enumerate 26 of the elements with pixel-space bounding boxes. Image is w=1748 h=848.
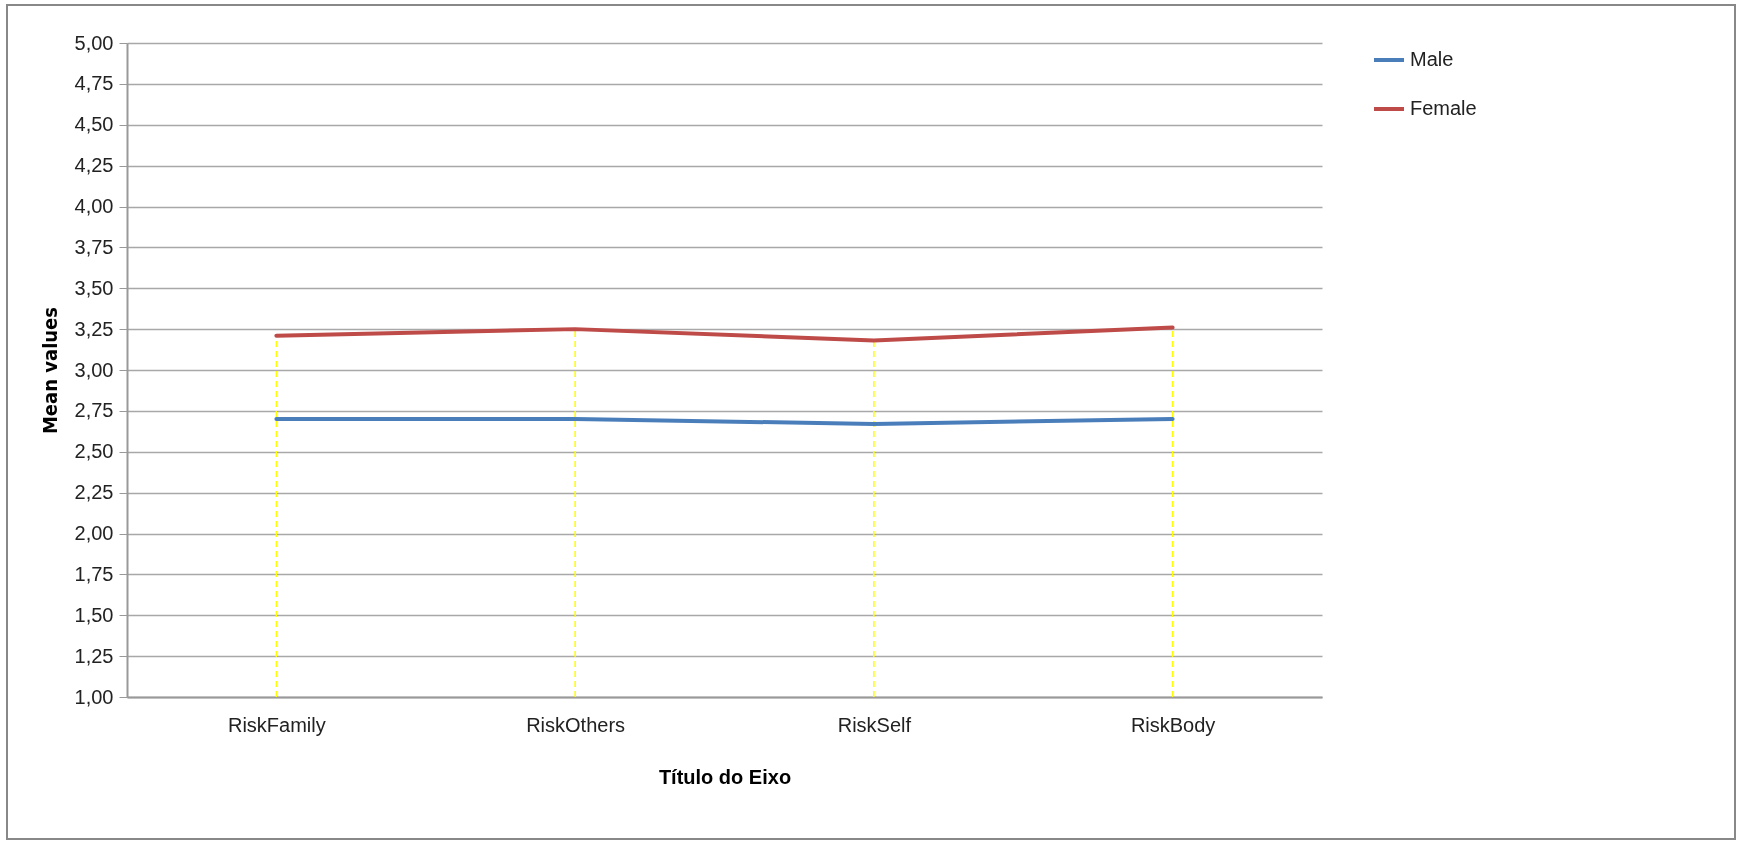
y-tick-label: 2,25 bbox=[74, 481, 114, 504]
y-tick-label: 4,75 bbox=[74, 72, 114, 95]
y-tick-label: 2,75 bbox=[74, 399, 114, 422]
y-tick-label: 3,50 bbox=[74, 276, 114, 299]
y-tick-label: 5,00 bbox=[74, 31, 114, 54]
x-tick-label: RiskFamily bbox=[227, 713, 326, 736]
y-tick-label: 4,25 bbox=[74, 154, 114, 177]
y-tick-label: 3,75 bbox=[74, 235, 114, 258]
y-axis-title: Mean values bbox=[37, 306, 62, 435]
y-tick-label: 1,50 bbox=[74, 603, 114, 626]
x-tick-label: RiskOthers bbox=[526, 713, 626, 736]
y-tick-label: 4,00 bbox=[74, 195, 114, 217]
y-tick-label: 2,00 bbox=[74, 522, 114, 544]
y-tick-label: 1,00 bbox=[74, 685, 114, 708]
y-tick-label: 3,00 bbox=[74, 358, 114, 381]
x-tick-label: RiskSelf bbox=[837, 713, 912, 736]
y-tick-label: 3,25 bbox=[74, 317, 114, 340]
x-axis-title: Título do Eixo bbox=[658, 765, 792, 788]
y-tick-label: 4,50 bbox=[74, 113, 114, 136]
y-tick-label: 2,50 bbox=[74, 440, 114, 463]
legend-label: Male bbox=[1410, 48, 1454, 70]
x-tick-label: RiskBody bbox=[1130, 713, 1216, 736]
y-tick-label: 1,75 bbox=[74, 562, 114, 585]
line-series bbox=[274, 325, 1175, 343]
y-tick-label: 1,25 bbox=[74, 644, 114, 667]
legend-label: Female bbox=[1410, 97, 1477, 119]
